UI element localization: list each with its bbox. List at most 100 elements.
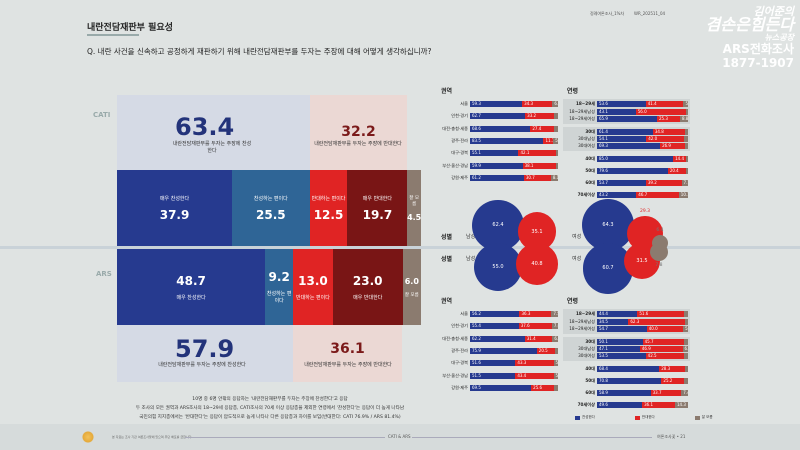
segment-value: 9.2 [268, 270, 290, 284]
method-label-cati: CATI [93, 111, 111, 119]
favor-segment: 54.1 [597, 136, 647, 142]
dont-know-segment: 6.4 [552, 101, 558, 107]
ars-oppose-total-label: 내란전담재판부를 두자는 주장에 반대한다 [304, 362, 392, 368]
dont-know-segment [554, 113, 558, 120]
oppose-segment: 26.9 [660, 143, 685, 149]
oppose-segment: 56.0 [635, 108, 686, 115]
ars-female-label: 여성 [572, 256, 582, 262]
ars-favor-summary: 57.9 내란전담재판부를 두자는 주장에 찬성한다 [117, 325, 293, 382]
dont-know-segment: 7.0 [551, 323, 558, 330]
cati-region-title: 권역 [441, 88, 453, 95]
legend-swatch [634, 415, 640, 420]
segment-dont-know: 잘 모름 4.5 [407, 170, 421, 246]
page-number: 여론조사꽃 • 21 [657, 434, 686, 439]
row-label: 18~29세 [575, 311, 595, 316]
cati-age-title: 연령 [567, 88, 579, 95]
segment-favor: 9.2 찬성하는 편이다 [265, 249, 294, 325]
row-label: 40대 [585, 366, 595, 371]
stacked-row: 51.643.35.1 [470, 360, 558, 367]
oppose-segment: 51.6 [637, 311, 685, 317]
favor-segment: 83.5 [470, 137, 544, 144]
cati-favor-total: 63.4 [175, 113, 235, 141]
row-label: 대구·경북 [451, 360, 468, 366]
survey-question: Q. 내란 사건을 신속하고 공정하게 재판하기 위해 내란전담재판부를 두자는… [87, 47, 432, 56]
favor-segment: 62.7 [470, 113, 526, 120]
favor-segment: 62.2 [470, 335, 525, 342]
stacked-row: 58.933.77.4 [597, 390, 688, 396]
row-label: 18~29세 [575, 101, 595, 106]
segment-label: 반대하는 편이다 [311, 195, 346, 202]
row-label: 70세이상 [577, 402, 595, 407]
cati-gender-title: 성별 [441, 234, 453, 241]
row-label: 18~29세여성 [569, 116, 595, 121]
row-label: 광주·전라 [451, 347, 468, 353]
favor-segment: 50.1 [597, 339, 643, 345]
stacked-row: 61.4 34.8 [597, 129, 688, 135]
stacked-row: 61.2 30.7 8.1 [470, 174, 558, 181]
cati-oppose-total-label: 내란전담재판부를 두자는 주장에 반대한다 [314, 141, 402, 147]
oppose-segment: 25.6 [531, 384, 554, 391]
dont-know-segment: 8.8 [679, 116, 688, 122]
stacked-row: 62.7 33.2 [470, 113, 558, 120]
circle-value: 64.3 [602, 221, 614, 228]
segment-very-favor: 48.7 매우 찬성한다 [117, 249, 266, 325]
segment-label: 매우 찬성한다 [159, 195, 190, 202]
stacked-row: 50.1 45.7 [597, 339, 688, 345]
legend-label: 반대한다 [641, 415, 655, 419]
favor-segment: 51.5 [470, 372, 516, 379]
dont-know-segment [686, 168, 688, 174]
stacked-row: 51.543.45.1 [470, 372, 558, 379]
oppose-segment: 33.2 [525, 113, 555, 120]
oppose-segment: 20.5 [536, 347, 555, 354]
legend-label: 잘 모름 [701, 415, 713, 419]
cati-stacked-bar: 매우 찬성한다 37.9 찬성하는 편이다 25.5 반대하는 편이다 12.5 매우 반대… [117, 170, 421, 246]
row-label: 부산·울산·경남 [442, 162, 468, 168]
oppose-segment: 34.3 [522, 101, 553, 107]
section-divider [0, 246, 800, 249]
stacked-row: 43.1 56.0 [597, 108, 688, 115]
row-label: 30대여성 [578, 353, 595, 358]
segment-very-favor: 매우 찬성한다 37.9 [117, 170, 233, 246]
favor-segment: 34.5 [597, 318, 629, 325]
oppose-segment: 39.2 [645, 180, 682, 186]
ars-male-label: 남성 [466, 256, 476, 262]
segment-value: 13.0 [298, 273, 328, 288]
stacked-row: 54.740.05.3 [597, 326, 688, 332]
favor-segment: 55.1 [470, 150, 519, 157]
logo-line: ARS전화조사 1877-1907 [722, 42, 794, 70]
segment-value: 48.7 [176, 273, 206, 288]
row-label: 50대 [585, 168, 595, 173]
stacked-row: 85.0 14.4 [597, 156, 688, 162]
segment-label: 잘 모름 [409, 195, 419, 207]
oppose-segment: 41.4 [645, 101, 684, 107]
oppose-segment: 28.3 [659, 366, 685, 372]
row-label: 30대남성 [578, 136, 595, 141]
footer [0, 424, 800, 450]
oppose-segment: 45.7 [642, 339, 685, 345]
method-label-ars: ARS [96, 270, 112, 278]
ars-favor-total-label: 내란전담재판부를 두자는 주장에 찬성한다 [158, 362, 246, 368]
segment-value: 19.7 [362, 207, 393, 222]
oppose-segment: 43.4 [515, 372, 554, 379]
dont-know-segment: 7.4 [681, 390, 688, 396]
favor-segment: 43.1 [597, 108, 636, 115]
meta-survey: 정례여론조사_1%차 [590, 11, 625, 16]
oppose-segment: 38.1 [522, 162, 556, 169]
dont-know-segment [554, 125, 558, 132]
dont-know-segment: 5.1 [553, 360, 558, 367]
legend-label: 찬성한다 [582, 415, 595, 419]
stacked-row: 68.4 28.3 [597, 366, 688, 372]
logo-line: 김어준의 [753, 5, 794, 18]
cati-male-label: 남성 [466, 234, 476, 240]
dont-know-segment [556, 162, 558, 169]
legend-item: 찬성한다 [575, 414, 595, 421]
favor-segment: 69.3 [597, 143, 661, 149]
ars-oppose-summary: 36.1 내란전담재판부를 두자는 주장에 반대한다 [293, 325, 402, 382]
segment-favor: 찬성하는 편이다 25.5 [232, 170, 310, 246]
stacked-row: 44.4 51.6 [597, 311, 688, 317]
favor-segment: 58.9 [597, 390, 651, 396]
note-line: 국민의힘 지지층에서는 '반대한다'는 응답이 압도적으로 높게 나타나 다른 … [139, 415, 401, 420]
stacked-row: 83.511.15.4 [470, 137, 558, 144]
ars-stacked-bar: 48.7 매우 찬성한다 9.2 찬성하는 편이다 13.0 반대하는 편이다 23.0 매우… [117, 249, 421, 325]
favor-segment: 61.4 [597, 129, 653, 135]
